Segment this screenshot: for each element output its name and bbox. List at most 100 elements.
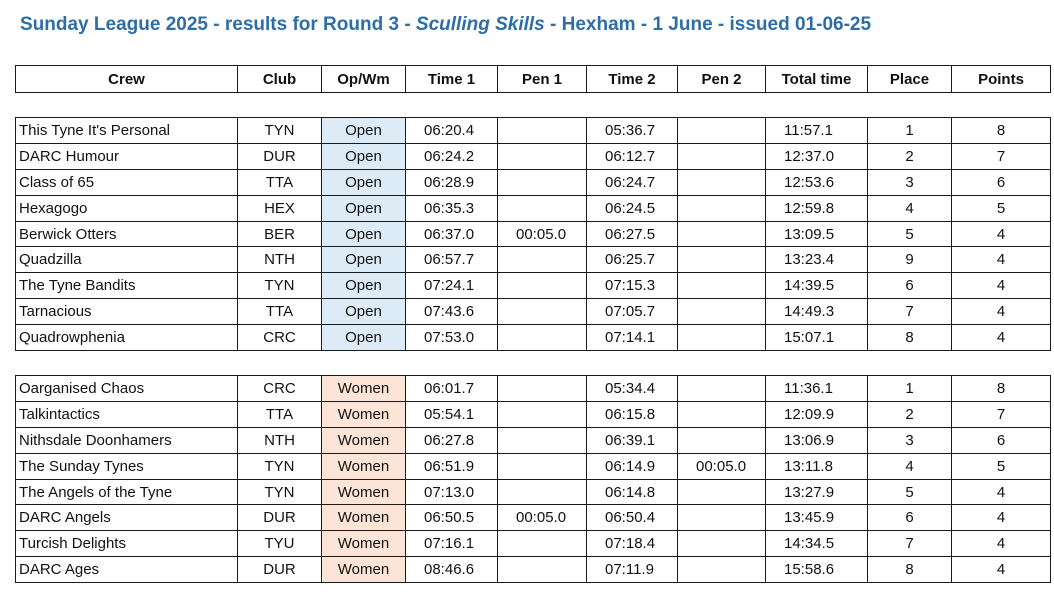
crew-cell: Turcish Delights (15, 530, 238, 558)
total-time-cell: 11:36.1 (765, 375, 868, 402)
pen1-cell (497, 426, 587, 454)
spacer-cell (405, 92, 498, 118)
points-cell: 6 (951, 168, 1051, 196)
table-row: Hexagogo HEX Open 06:35.3 06:24.5 12:59.8 4 5 (15, 194, 1051, 222)
spacer-cell (867, 92, 952, 118)
category-cell: Women (321, 375, 406, 402)
spacer-cell (765, 92, 868, 118)
time2-cell: 07:18.4 (586, 530, 678, 558)
club-cell: CRC (237, 324, 322, 352)
crew-cell: Berwick Otters (15, 220, 238, 248)
table-row: DARC Ages DUR Women 08:46.6 07:11.9 15:58.6 8 4 (15, 556, 1051, 584)
table-row: Quadrowphenia CRC Open 07:53.0 07:14.1 15:07.… (15, 324, 1051, 352)
time1-cell: 07:13.0 (405, 478, 498, 506)
pen1-cell (497, 452, 587, 480)
category-cell: Open (321, 168, 406, 196)
category-cell: Women (321, 504, 406, 532)
time2-cell: 06:12.7 (586, 142, 678, 170)
spacer-cell (677, 350, 766, 377)
place-cell: 2 (867, 142, 952, 170)
time1-cell: 07:16.1 (405, 530, 498, 558)
points-cell: 7 (951, 400, 1051, 428)
place-cell: 5 (867, 478, 952, 506)
club-cell: BER (237, 220, 322, 248)
column-header: Pen 2 (677, 65, 766, 93)
crew-cell: DARC Ages (15, 556, 238, 584)
spacer-cell (321, 350, 406, 377)
column-header: Op/Wm (321, 65, 406, 93)
column-header: Total time (765, 65, 868, 93)
pen2-cell (677, 142, 766, 170)
total-time-cell: 12:37.0 (765, 142, 868, 170)
pen2-cell (677, 556, 766, 584)
pen1-cell (497, 142, 587, 170)
category-cell: Open (321, 117, 406, 144)
pen1-cell (497, 246, 587, 274)
points-cell: 4 (951, 478, 1051, 506)
club-cell: DUR (237, 504, 322, 532)
place-cell: 3 (867, 426, 952, 454)
table-row: Oarganised Chaos CRC Women 06:01.7 05:34.4 11… (15, 375, 1051, 402)
club-cell: CRC (237, 375, 322, 402)
table-row: Tarnacious TTA Open 07:43.6 07:05.7 14:49.3 7 4 (15, 298, 1051, 326)
spacer-cell (951, 92, 1051, 118)
total-time-cell: 14:49.3 (765, 298, 868, 326)
category-cell: Open (321, 298, 406, 326)
pen2-cell (677, 246, 766, 274)
title-suffix: - Hexham - 1 June - issued 01-06-25 (544, 14, 872, 35)
place-cell: 2 (867, 400, 952, 428)
club-cell: TTA (237, 168, 322, 196)
pen1-cell (497, 530, 587, 558)
time2-cell: 06:14.8 (586, 478, 678, 506)
spacer-cell (867, 350, 952, 377)
time1-cell: 06:51.9 (405, 452, 498, 480)
category-cell: Open (321, 272, 406, 300)
place-cell: 8 (867, 324, 952, 352)
crew-cell: DARC Humour (15, 142, 238, 170)
pen2-cell (677, 375, 766, 402)
pen1-cell (497, 324, 587, 352)
pen1-cell (497, 168, 587, 196)
spacer-cell (497, 350, 587, 377)
club-cell: TYN (237, 478, 322, 506)
category-cell: Open (321, 324, 406, 352)
time1-cell: 06:28.9 (405, 168, 498, 196)
place-cell: 9 (867, 246, 952, 274)
time1-cell: 06:57.7 (405, 246, 498, 274)
points-cell: 5 (951, 452, 1051, 480)
total-time-cell: 12:59.8 (765, 194, 868, 222)
spacer-row (15, 350, 1051, 377)
total-time-cell: 11:57.1 (765, 117, 868, 144)
category-cell: Women (321, 452, 406, 480)
pen2-cell (677, 400, 766, 428)
time1-cell: 07:53.0 (405, 324, 498, 352)
pen2-cell (677, 504, 766, 532)
total-time-cell: 14:39.5 (765, 272, 868, 300)
total-time-cell: 15:58.6 (765, 556, 868, 584)
column-header: Pen 1 (497, 65, 587, 93)
category-cell: Women (321, 426, 406, 454)
spacer-cell (321, 92, 406, 118)
category-cell: Open (321, 220, 406, 248)
spacer-cell (586, 350, 678, 377)
time2-cell: 06:25.7 (586, 246, 678, 274)
table-row: This Tyne It's Personal TYN Open 06:20.4 05:… (15, 117, 1051, 144)
club-cell: TYN (237, 272, 322, 300)
total-time-cell: 12:53.6 (765, 168, 868, 196)
time1-cell: 06:20.4 (405, 117, 498, 144)
crew-cell: Quadrowphenia (15, 324, 238, 352)
time2-cell: 05:34.4 (586, 375, 678, 402)
pen2-cell (677, 426, 766, 454)
points-cell: 4 (951, 220, 1051, 248)
crew-cell: Tarnacious (15, 298, 238, 326)
time1-cell: 08:46.6 (405, 556, 498, 584)
header-row: Crew Club Op/Wm Time 1 Pen 1 Time 2 Pen … (15, 65, 1051, 93)
crew-cell: The Angels of the Tyne (15, 478, 238, 506)
points-cell: 4 (951, 556, 1051, 584)
table-row: DARC Angels DUR Women 06:50.5 00:05.0 06:50.4… (15, 504, 1051, 532)
place-cell: 1 (867, 375, 952, 402)
time1-cell: 07:43.6 (405, 298, 498, 326)
time2-cell: 07:15.3 (586, 272, 678, 300)
spacer-cell (237, 350, 322, 377)
crew-cell: Class of 65 (15, 168, 238, 196)
